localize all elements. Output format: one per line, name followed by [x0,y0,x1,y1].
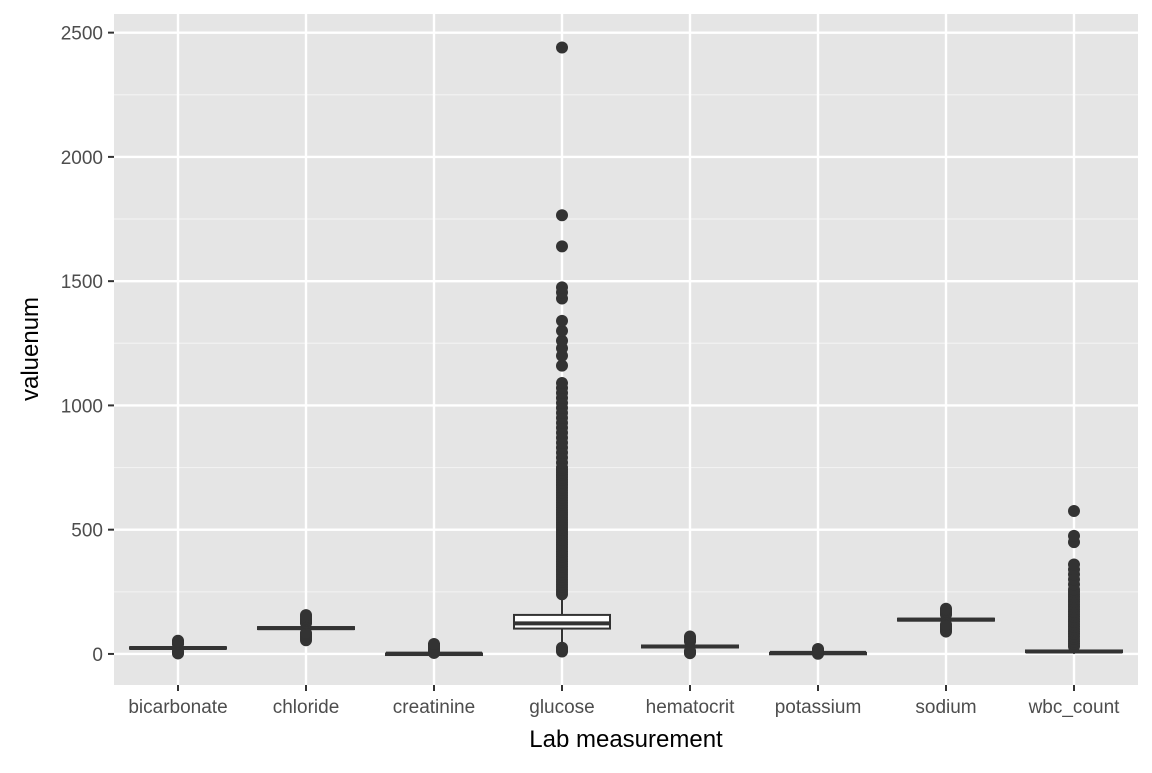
x-tick-label: potassium [775,697,862,718]
box-bicarbonate [129,634,227,660]
box-chloride [257,609,355,647]
outlier-point [428,637,440,650]
x-axis-title: Lab measurement [529,726,723,753]
grid-minor [114,94,1138,593]
y-tick-label: 500 [71,521,103,542]
x-tick-label: hematocrit [646,697,735,718]
y-tick-label: 2500 [61,24,103,45]
outlier-point [940,618,952,631]
y-axis-title: valuenum [17,297,44,401]
box-hematocrit [641,630,739,660]
outlier-point [300,609,312,622]
outlier-point [684,630,696,643]
box-creatinine [385,637,483,659]
x-tick-label: sodium [915,697,976,718]
x-tick-label: bicarbonate [128,697,227,718]
x-axis: bicarbonate chloride creatinine glucose hema… [128,685,1120,718]
x-tick-label: wbc_count [1028,697,1121,718]
outlier-point [940,602,952,615]
outlier-point [1068,558,1080,571]
box-wbc_count [1025,505,1123,654]
outlier-point [556,377,568,390]
boxes-layer [129,41,1123,660]
grid-major [114,14,1138,685]
outlier-point [556,41,568,54]
y-axis: 0 500 1000 1500 2000 2500 [61,24,114,666]
outlier-point [556,334,568,347]
outlier-point [1068,505,1080,518]
box-glucose [513,41,611,658]
y-tick-label: 2000 [61,148,103,169]
outlier-point [556,240,568,253]
plot-panel [114,14,1138,685]
y-tick-label: 0 [92,645,103,666]
box-sodium [897,602,995,638]
outlier-point [812,642,824,655]
outlier-point [556,314,568,327]
outlier-point [556,281,568,294]
x-tick-label: creatinine [393,697,475,718]
outlier-point [684,644,696,657]
outlier-point [300,627,312,640]
y-tick-label: 1500 [61,272,103,293]
outlier-point [556,359,568,372]
box-potassium [769,642,867,660]
outlier-point [556,641,568,654]
outlier-point [556,324,568,337]
outlier-point [172,634,184,647]
outlier-point [556,209,568,222]
y-tick-label: 1000 [61,396,103,417]
x-tick-label: glucose [529,697,595,718]
outlier-point [1068,529,1080,542]
x-tick-label: chloride [273,697,340,718]
